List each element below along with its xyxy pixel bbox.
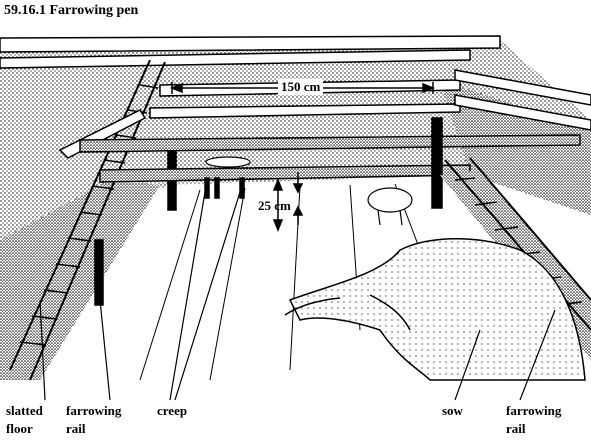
- label-farrowing-rail-left-line1: farrowing: [66, 403, 122, 418]
- label-farrowing-rail-left: farrowing rail: [66, 402, 121, 438]
- label-slatted-floor-line1: slatted: [6, 403, 43, 418]
- label-farrowing-rail-right: farrowing rail: [506, 402, 561, 438]
- creep-rail: [79, 117, 581, 209]
- label-farrowing-rail-right-line1: farrowing: [506, 403, 562, 418]
- label-creep: creep: [157, 403, 188, 418]
- label-farrowing-rail-left-line2: rail: [66, 421, 86, 436]
- piglets: [205, 156, 413, 226]
- dimension-height-label: 25 cm: [258, 198, 291, 213]
- label-slatted-floor: slatted floor: [6, 402, 43, 438]
- dimension-width-label: 150 cm: [278, 79, 324, 95]
- label-sow: sow: [442, 403, 463, 418]
- dimension-25cm: [272, 172, 304, 233]
- sow: [284, 238, 586, 381]
- leader-lines: [39, 191, 556, 401]
- label-slatted-floor-line2: floor: [6, 421, 33, 436]
- label-farrowing-rail-right-line2: rail: [506, 421, 526, 436]
- figure-title: 59.16.1 Farrowing pen: [4, 3, 139, 18]
